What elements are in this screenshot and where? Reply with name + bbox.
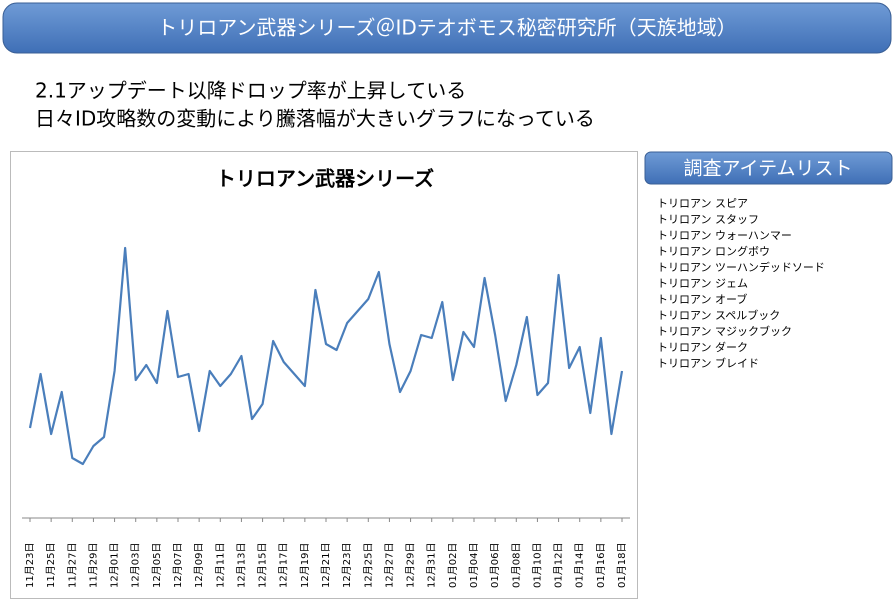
note: 日々ID攻略数の変動により騰落幅が大きいグラフになっている [35,107,595,131]
list-item: トリロアン スタッフ [657,213,759,226]
x-tick-label: 11月27日 [66,543,78,588]
list-item: トリロアン ロングボウ [657,244,770,258]
list-title-box [644,151,893,185]
list-item: トリロアン ツーハンデッドソード [657,260,825,274]
x-tick-label: 12月13日 [235,543,247,588]
x-tick-label: 12月21日 [320,543,332,588]
x-tick-label: 12月07日 [172,543,184,588]
x-tick-label: 01月02日 [447,543,459,588]
x-tick-label: 12月09日 [193,543,205,588]
list-item: トリロアン ダーク [657,340,748,354]
note: 2.1アップデート以降ドロップ率が上昇している [35,79,466,103]
list-item: トリロアン スピア [657,197,748,210]
chart-title: トリロアン武器シリーズ [216,167,434,191]
plot: 11月23日 11月25日 11月27日 11月29日 12月01日 12月03日 12月0… [22,246,630,588]
list-title: 調査アイテムリスト [683,158,852,180]
list-item: トリロアン ブレイド [657,356,759,370]
x-tick-label: 12月17日 [278,543,290,588]
header-bar [2,2,892,54]
x-tick-label: 12月19日 [299,543,311,588]
list-item: トリロアン ジェム [657,277,748,290]
header-title: トリロアン武器シリーズ＠IDテオボモス秘密研究所（天族地域） [157,16,737,40]
x-tick-label: 12月05日 [151,543,163,588]
x-tick-label: 12月03日 [130,543,142,588]
x-tick-label: 11月29日 [87,543,99,588]
x-tick-label: 12月29日 [405,543,417,588]
x-tick-label: 11月25日 [45,543,57,588]
x-tick-label: 12月25日 [362,543,374,588]
x-tick-label: 01月10日 [531,543,543,588]
x-tick-label: 11月23日 [24,543,36,588]
x-tick-label: 01月12日 [553,543,565,588]
series-line [28,246,624,466]
x-tick-label: 12月31日 [426,543,438,588]
x-tick-label: 01月16日 [595,543,607,588]
x-tick-label: 12月11日 [214,543,226,588]
x-tick-label: 01月08日 [510,543,522,588]
chart-frame [10,151,638,599]
x-tick-label: 12月01日 [109,543,121,588]
list-item: トリロアン ウォーハンマー [657,229,792,242]
x-tick-label: 01月04日 [468,543,480,588]
x-tick-label: 12月23日 [341,543,353,588]
list-item: トリロアン マジックブック [657,324,792,338]
x-tick-label: 12月15日 [257,543,269,588]
x-tick-label: 01月18日 [616,543,628,588]
x-tick-label: 01月14日 [574,543,586,588]
list-item: トリロアン オーブ [657,292,747,306]
x-tick-label: 01月06日 [489,543,501,588]
list-item: トリロアン スペルブック [657,308,780,322]
x-tick-label: 12月27日 [383,543,395,588]
